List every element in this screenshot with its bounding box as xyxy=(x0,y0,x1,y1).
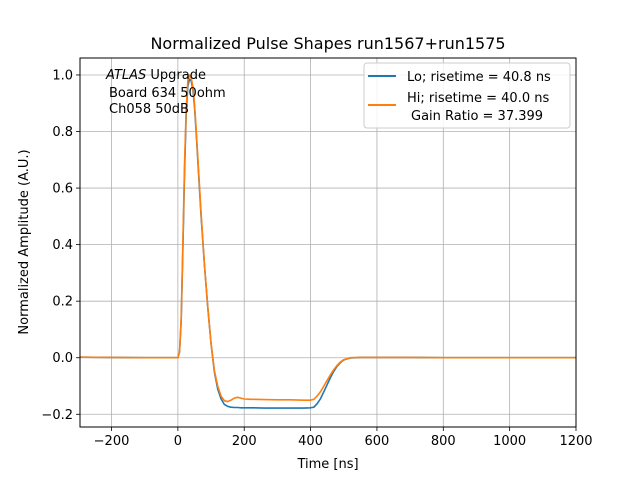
series-line-hi xyxy=(80,74,576,403)
series-group xyxy=(80,74,576,409)
x-tick-label: 1000 xyxy=(493,434,526,449)
y-tick-label: 0.2 xyxy=(52,295,73,310)
plot-frame xyxy=(79,57,577,428)
y-tick-label: 1.0 xyxy=(52,68,73,83)
x-tick-label: 400 xyxy=(298,434,323,449)
annotation-block: ATLAS Upgrade Board 634 50ohm Ch058 50dB xyxy=(105,68,226,117)
y-axis-label: Normalized Amplitude (A.U.) xyxy=(17,149,32,334)
x-axis: −200 0 200 400 600 800 1000 1200 xyxy=(94,427,593,449)
y-tick-label: 0.6 xyxy=(52,182,73,197)
x-tick-label: 200 xyxy=(232,434,257,449)
annotation-line-3: Ch058 50dB xyxy=(109,102,189,117)
legend: Lo; risetime = 40.8 ns Hi; risetime = 40… xyxy=(363,62,571,129)
x-axis-label: Time [ns] xyxy=(296,457,358,472)
legend-label-hi: Hi; risetime = 40.0 ns xyxy=(407,91,549,106)
y-tick-label: 0.0 xyxy=(52,351,73,366)
x-tick-label: 600 xyxy=(365,434,390,449)
annotation-line-2: Board 634 50ohm xyxy=(109,86,226,101)
legend-box xyxy=(363,62,571,129)
legend-label-lo: Lo; risetime = 40.8 ns xyxy=(407,70,551,85)
x-tick-label: −200 xyxy=(94,434,130,449)
x-tick-label: 0 xyxy=(174,434,182,449)
annotation-line-1: ATLAS Upgrade xyxy=(105,68,206,83)
y-axis: −0.2 0.0 0.2 0.4 0.6 0.8 1.0 xyxy=(41,68,80,423)
legend-label-gain-ratio: Gain Ratio = 37.399 xyxy=(411,109,543,124)
y-tick-label: −0.2 xyxy=(41,408,73,423)
x-tick-label: 1200 xyxy=(559,434,592,449)
chart-title: Normalized Pulse Shapes run1567+run1575 xyxy=(150,34,505,53)
y-tick-label: 0.4 xyxy=(52,238,73,253)
y-tick-label: 0.8 xyxy=(52,125,73,140)
x-tick-label: 800 xyxy=(431,434,456,449)
atlas-label: ATLAS xyxy=(105,68,146,83)
upgrade-label: Upgrade xyxy=(146,68,206,83)
